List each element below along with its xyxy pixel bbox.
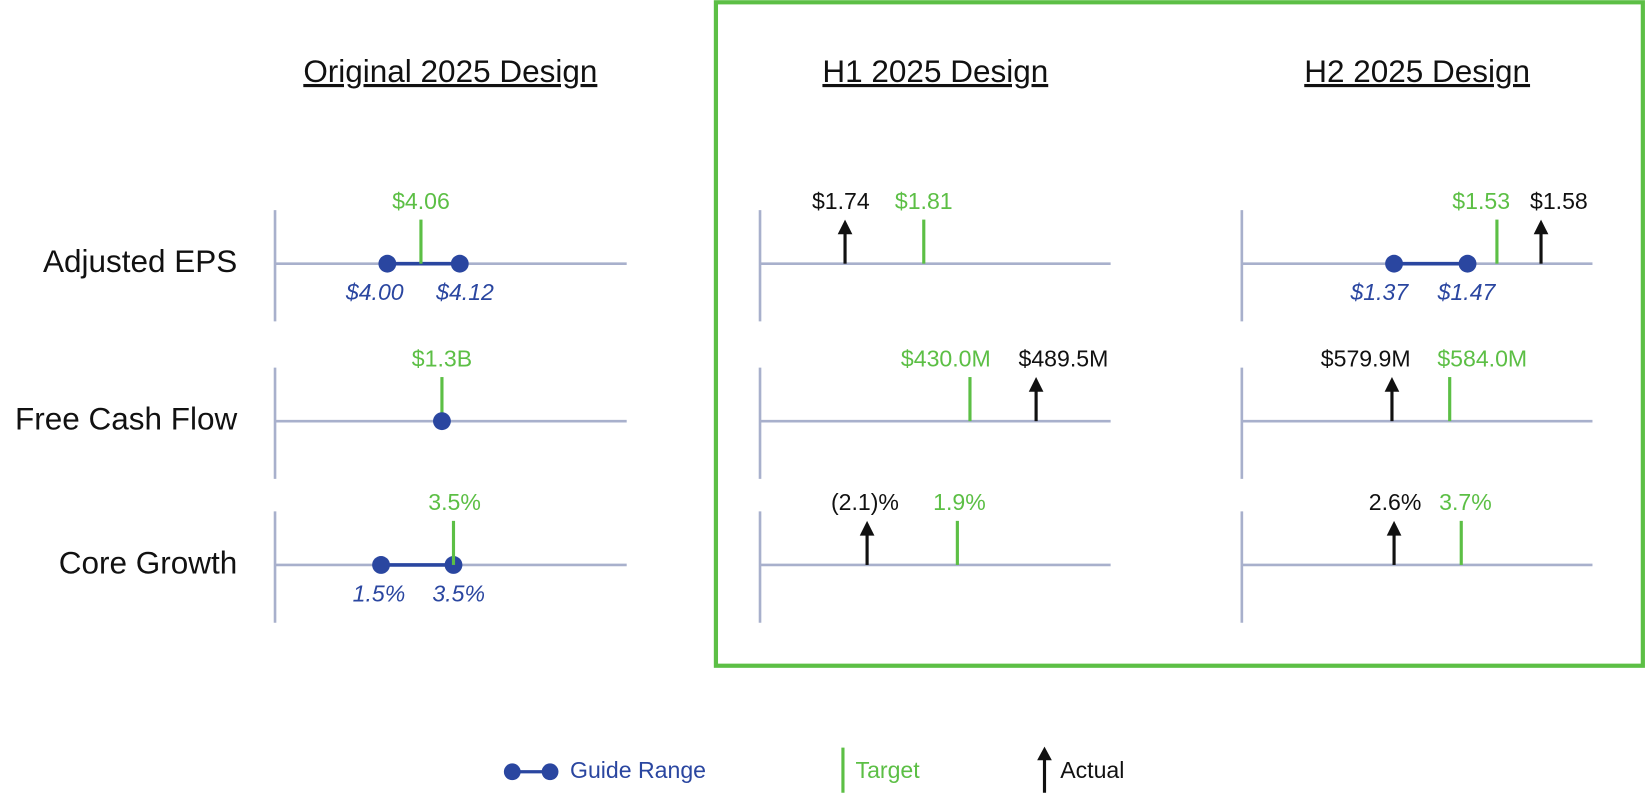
row-label: Core Growth bbox=[59, 544, 237, 580]
actual-arrowhead bbox=[859, 520, 875, 536]
legend-actual-arrowhead bbox=[1037, 746, 1052, 761]
actual-label: (2.1)% bbox=[831, 489, 899, 515]
target-label: $1.81 bbox=[895, 188, 953, 214]
actual-label: $489.5M bbox=[1018, 345, 1108, 371]
guide-dot bbox=[450, 254, 469, 273]
guide-label: $1.47 bbox=[1437, 279, 1497, 305]
legend-actual-label: Actual bbox=[1060, 757, 1124, 783]
actual-label: $1.58 bbox=[1530, 188, 1588, 214]
target-label: 1.9% bbox=[933, 489, 986, 515]
actual-arrowhead bbox=[1384, 377, 1400, 392]
highlight-box bbox=[713, 0, 1645, 668]
column-title: Original 2025 Design bbox=[303, 53, 597, 89]
guide-dot bbox=[372, 556, 390, 574]
actual-arrowhead bbox=[1028, 377, 1044, 392]
actual-arrowhead bbox=[1386, 520, 1402, 536]
guide-label: 3.5% bbox=[432, 580, 485, 606]
guide-dot bbox=[1385, 254, 1403, 273]
target-label: 3.5% bbox=[428, 489, 481, 515]
actual-label: 2.6% bbox=[1369, 489, 1422, 515]
actual-arrowhead bbox=[837, 219, 853, 235]
guide-label: $4.12 bbox=[435, 279, 494, 305]
column-title: H1 2025 Design bbox=[822, 53, 1048, 89]
legend-target-label: Target bbox=[856, 757, 921, 783]
target-label: $430.0M bbox=[901, 345, 991, 371]
target-label: 3.7% bbox=[1439, 489, 1492, 515]
legend-guide-dot bbox=[541, 763, 559, 781]
guide-dot bbox=[444, 556, 463, 574]
column-title: H2 2025 Design bbox=[1304, 53, 1530, 89]
guide-dot bbox=[1458, 254, 1477, 273]
guide-label: $1.37 bbox=[1349, 279, 1409, 305]
legend-guide-label: Guide Range bbox=[570, 757, 706, 783]
guide-dot bbox=[378, 254, 397, 273]
actual-label: $579.9M bbox=[1321, 345, 1411, 371]
guide-label: $4.00 bbox=[345, 279, 404, 305]
point-dot bbox=[433, 412, 451, 431]
row-label: Adjusted EPS bbox=[43, 243, 237, 279]
target-label: $584.0M bbox=[1437, 345, 1527, 371]
guide-label: 1.5% bbox=[353, 580, 406, 606]
row-label: Free Cash Flow bbox=[15, 400, 237, 436]
actual-arrowhead bbox=[1533, 219, 1549, 235]
target-label: $1.3B bbox=[412, 345, 472, 371]
actual-label: $1.74 bbox=[812, 188, 870, 214]
target-label: $4.06 bbox=[392, 188, 450, 214]
legend-guide-dot bbox=[503, 763, 521, 781]
target-label: $1.53 bbox=[1452, 188, 1510, 214]
